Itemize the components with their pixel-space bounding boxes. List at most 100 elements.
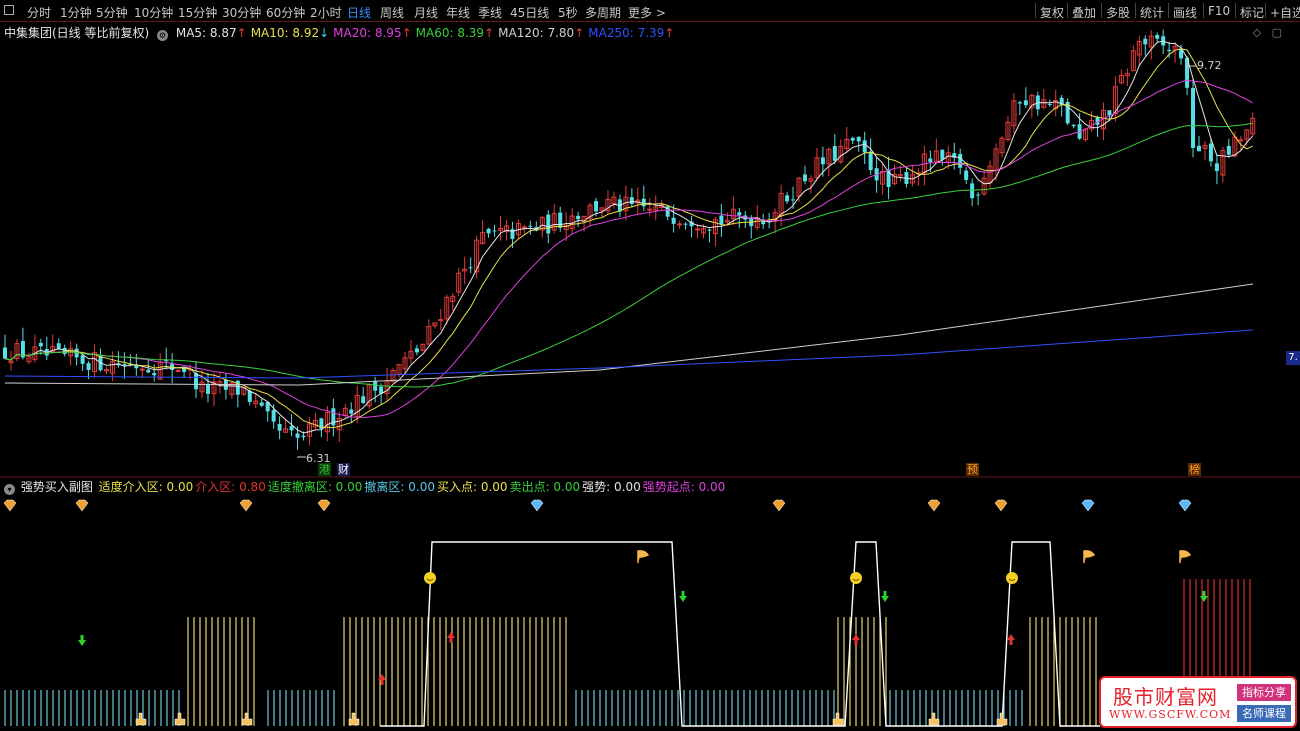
diamond-icon <box>3 499 17 512</box>
hand-icon <box>996 712 1008 726</box>
candle-body <box>832 146 837 161</box>
candle-body <box>1107 110 1112 116</box>
candle-body <box>826 148 832 165</box>
diamond-icon <box>317 499 331 512</box>
candle-body <box>1017 102 1022 104</box>
hand-icon <box>241 712 253 726</box>
candle-body <box>1226 145 1231 155</box>
candle-body <box>1155 34 1160 39</box>
period-tab-16[interactable]: 更多 > <box>628 6 666 20</box>
period-tab-7[interactable]: 2小时 <box>310 6 342 20</box>
candle-body <box>420 343 426 352</box>
candle-body <box>134 364 139 369</box>
toolbar-button-2[interactable]: 多股 <box>1106 6 1131 20</box>
period-tab-1[interactable]: 1分钟 <box>60 6 92 20</box>
candle-body <box>999 137 1005 154</box>
signal-markers <box>3 499 1208 726</box>
candle-body <box>32 346 38 360</box>
period-tab-3[interactable]: 10分钟 <box>134 6 174 20</box>
stock-title[interactable]: 中集集团(日线 等比前复权) <box>4 26 150 40</box>
toolbar-button-5[interactable]: F10 <box>1208 4 1231 18</box>
toolbar-button-7[interactable]: +自选 <box>1270 6 1300 20</box>
period-tab-14[interactable]: 5秒 <box>558 6 578 20</box>
diamond-icon[interactable]: ◇ <box>1252 26 1262 39</box>
candle-body <box>844 138 850 149</box>
diamond-icon <box>530 499 544 512</box>
candle-body <box>336 417 342 431</box>
toolbar-button-0[interactable]: 复权 <box>1040 6 1065 20</box>
period-tab-9[interactable]: 周线 <box>380 6 405 20</box>
period-tab-6[interactable]: 60分钟 <box>266 6 306 20</box>
candle-body <box>933 150 939 162</box>
toolbar-button-3[interactable]: 统计 <box>1140 6 1165 20</box>
ma60-line <box>4 122 1253 388</box>
candle-body <box>791 199 796 201</box>
candle-body <box>958 153 963 168</box>
candle-body <box>677 223 683 226</box>
candle-body <box>1179 48 1184 59</box>
candle-body <box>558 212 563 228</box>
candle-body <box>802 174 807 182</box>
candle-body <box>379 386 384 394</box>
candle-body <box>139 368 145 371</box>
candle-body <box>868 151 873 171</box>
collapse-icon[interactable]: ▾ <box>4 484 15 495</box>
period-tab-15[interactable]: 多周期 <box>585 6 622 20</box>
period-tab-10[interactable]: 月线 <box>414 6 439 20</box>
ma-value-3: MA60: 8.39↑ <box>415 26 495 40</box>
candle-body <box>402 357 408 370</box>
candle-body <box>707 229 712 231</box>
period-toolbar: 分时 1分钟 5分钟 10分钟 15分钟 30分钟 60分钟 2小时 日线 周线 月线 年线 季线 45日… <box>0 0 1300 22</box>
toolbar-button-6[interactable]: 标记 <box>1240 6 1265 20</box>
candlestick-series <box>3 29 1256 450</box>
ma-value-2: MA20: 8.95↑ <box>333 26 412 40</box>
candle-body <box>1148 35 1154 48</box>
ma120-line <box>4 283 1254 386</box>
sub-title[interactable]: 强势买入副图 <box>20 480 93 494</box>
period-tab-8[interactable]: 日线 <box>347 6 372 20</box>
candle-body <box>247 390 252 402</box>
event-marker-1[interactable]: 财 <box>337 463 350 476</box>
period-tab-13[interactable]: 45日线 <box>510 6 550 20</box>
candle-body <box>683 223 688 225</box>
candle-body <box>599 207 605 211</box>
toolbar-square-icon[interactable] <box>4 5 14 15</box>
window-icon[interactable]: ▢ <box>1271 26 1282 39</box>
period-tab-4[interactable]: 15分钟 <box>178 6 218 20</box>
diamond-icon <box>1178 499 1192 512</box>
candle-body <box>1167 49 1172 52</box>
period-tab-5[interactable]: 30分钟 <box>222 6 262 20</box>
candle-body <box>587 204 593 219</box>
candle-body <box>1047 103 1052 105</box>
period-tab-0[interactable]: 分时 <box>27 6 52 20</box>
candle-body <box>551 213 557 231</box>
settings-icon[interactable]: ⚙ <box>157 30 169 41</box>
sub-values: 适度介入区: 0.00 介入区: 0.80 适度撤离区: 0.00 撤离区: 0.00… <box>99 480 728 494</box>
period-tab-12[interactable]: 季线 <box>478 6 503 20</box>
candle-body <box>653 206 659 211</box>
period-tab-11[interactable]: 年线 <box>446 6 471 20</box>
sub-chart-header: ▾ 强势买入副图 适度介入区: 0.00 介入区: 0.80 适度撤离区: 0.00… <box>4 478 729 495</box>
event-marker-2[interactable]: 预 <box>966 463 979 476</box>
candle-body <box>940 149 945 160</box>
toolbar-button-4[interactable]: 画线 <box>1173 6 1198 20</box>
candle-body <box>976 194 981 196</box>
toolbar-separator <box>1101 3 1102 18</box>
toolbar-button-1[interactable]: 叠加 <box>1072 6 1097 20</box>
candle-body <box>8 360 14 364</box>
strength-line <box>380 541 1100 727</box>
smiley-icon <box>850 572 862 584</box>
candle-body <box>647 208 653 211</box>
smiley-icon <box>1006 572 1018 584</box>
period-tab-2[interactable]: 5分钟 <box>96 6 128 20</box>
toolbar-separator <box>1168 3 1169 18</box>
candle-body <box>349 409 354 414</box>
ma-lines <box>4 40 1254 434</box>
watermark-url: WWW.GSCFW.COM <box>1109 708 1232 721</box>
event-marker-3[interactable]: 榜 <box>1188 463 1201 476</box>
buy-arrow-icon <box>447 632 455 643</box>
event-marker-0[interactable]: 港 <box>318 463 331 476</box>
sell-arrow-icon <box>679 591 687 602</box>
ma10-line <box>4 48 1253 429</box>
